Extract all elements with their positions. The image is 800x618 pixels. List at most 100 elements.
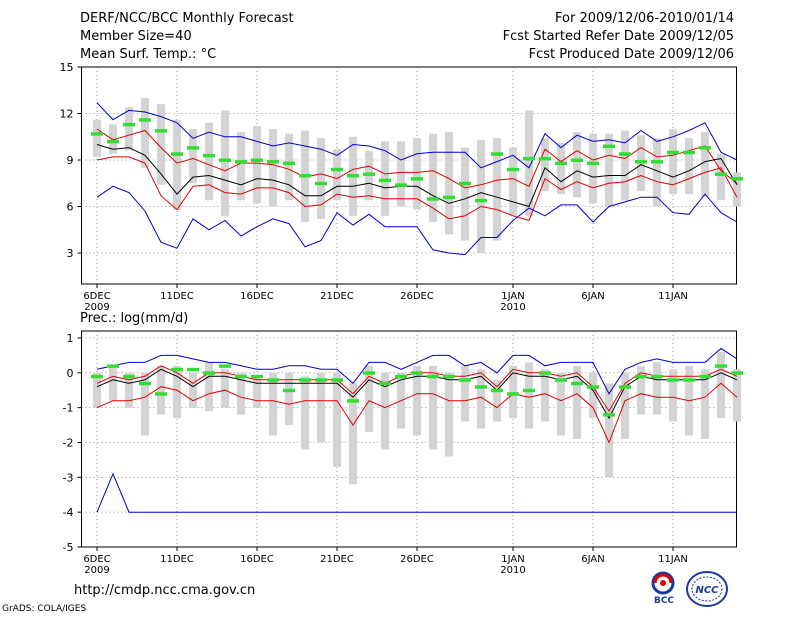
prec-box-10 xyxy=(253,376,261,408)
ncc-logo-text: NCC xyxy=(695,585,719,596)
prec-xtick-label-0: 6DEC xyxy=(83,554,110,565)
prec-obs-31 xyxy=(587,385,599,389)
prec-box-16 xyxy=(349,383,357,485)
temp-obs-19 xyxy=(395,183,407,187)
temp-line-max xyxy=(96,102,738,169)
prec-obs-36 xyxy=(667,378,679,382)
prec-box-1 xyxy=(109,365,117,401)
prec-box-22 xyxy=(445,372,453,457)
temp-box-28 xyxy=(541,138,549,191)
prec-obs-10 xyxy=(251,374,263,379)
temp-obs-4 xyxy=(155,129,167,133)
temp-xtick-label-1: 11DEC xyxy=(160,291,194,302)
temp-obs-13 xyxy=(299,174,311,178)
forecast-period: For 2009/12/06-2010/01/14 xyxy=(555,11,734,26)
prec-obs-34 xyxy=(635,374,647,379)
temp-box-15 xyxy=(333,149,341,201)
ncc-logo: NCC xyxy=(686,571,728,607)
prec-obs-13 xyxy=(299,378,311,382)
prec-ytick-label-5: 0 xyxy=(67,367,74,380)
temp-line-min xyxy=(96,185,738,256)
temp-obs-18 xyxy=(379,178,391,183)
temp-box-29 xyxy=(557,142,565,195)
temp-obs-39 xyxy=(715,172,727,176)
temp-obs-28 xyxy=(539,156,551,161)
prec-box-17 xyxy=(365,365,373,433)
temp-obs-7 xyxy=(203,153,215,158)
temp-box-2 xyxy=(125,107,133,151)
prec-obs-2 xyxy=(123,374,135,379)
temp-line-median xyxy=(96,144,738,208)
temp-ytick-label-4: 15 xyxy=(60,61,74,74)
temp-ytick-label-3: 12 xyxy=(60,108,74,121)
prec-box-4 xyxy=(157,365,165,415)
temp-obs-5 xyxy=(171,152,183,156)
temp-obs-22 xyxy=(443,195,455,200)
prec-box-2 xyxy=(125,372,133,408)
prec-box-8 xyxy=(221,369,229,408)
prec-obs-35 xyxy=(651,374,663,379)
temp-obs-14 xyxy=(315,181,327,186)
temp-obs-8 xyxy=(219,158,231,162)
prec-obs-21 xyxy=(427,374,439,379)
temp-obs-2 xyxy=(123,122,135,127)
prec-xtick-label-1: 11DEC xyxy=(160,554,194,565)
temp-obs-23 xyxy=(459,181,471,186)
temp-obs-33 xyxy=(619,152,631,156)
temp-box-11 xyxy=(269,129,277,207)
prec-xtick-sub-0: 2009 xyxy=(84,565,109,576)
prec-box-18 xyxy=(381,372,389,450)
bcc-logo-text: BCC xyxy=(654,596,674,606)
temp-obs-37 xyxy=(683,150,695,155)
prec-box-39 xyxy=(717,351,725,419)
prec-box-20 xyxy=(413,365,421,436)
temp-obs-36 xyxy=(667,150,679,155)
prec-line-max xyxy=(96,347,738,395)
temp-box-21 xyxy=(429,133,437,222)
temp-obs-25 xyxy=(491,152,503,156)
prec-xtick-sub-5: 2010 xyxy=(500,565,525,576)
prec-box-29 xyxy=(557,372,565,436)
temp-box-7 xyxy=(205,122,213,201)
temp-box-23 xyxy=(461,147,469,241)
prec-obs-3 xyxy=(139,381,151,386)
temp-box-38 xyxy=(701,132,709,198)
temp-box-25 xyxy=(493,138,501,241)
temp-obs-0 xyxy=(91,132,103,136)
prec-obs-29 xyxy=(555,378,567,382)
temp-ytick-label-1: 6 xyxy=(67,201,74,214)
temp-xtick-sub-0: 2009 xyxy=(84,302,109,313)
temp-obs-34 xyxy=(635,160,647,164)
temp-box-37 xyxy=(685,138,693,195)
prec-obs-22 xyxy=(443,374,455,379)
prec-box-30 xyxy=(573,365,581,439)
temp-obs-21 xyxy=(427,197,439,201)
temp-obs-32 xyxy=(603,144,615,149)
temp-obs-1 xyxy=(107,139,119,144)
prec-obs-18 xyxy=(379,381,391,386)
temp-box-0 xyxy=(93,119,101,157)
forecast-started-date: Fcst Started Refer Date 2009/12/05 xyxy=(502,29,734,44)
temp-xtick-label-7: 11JAN xyxy=(658,291,688,302)
temp-obs-3 xyxy=(139,118,151,122)
prec-box-38 xyxy=(701,369,709,439)
temp-box-3 xyxy=(141,98,149,168)
prec-frame xyxy=(81,330,737,548)
temp-obs-30 xyxy=(571,158,583,162)
temp-obs-26 xyxy=(507,167,519,172)
prec-box-11 xyxy=(269,372,277,436)
temp-box-22 xyxy=(445,132,453,235)
bcc-logo: BCC xyxy=(651,571,675,606)
prec-xtick-label-7: 11JAN xyxy=(658,554,688,565)
temp-box-32 xyxy=(605,133,613,207)
temp-box-8 xyxy=(221,110,229,216)
prec-obs-33 xyxy=(619,385,631,389)
temp-box-6 xyxy=(189,129,197,184)
prec-obs-28 xyxy=(539,371,551,375)
prec-box-12 xyxy=(285,372,293,426)
prec-obs-27 xyxy=(523,388,535,393)
temp-ytick-label-2: 9 xyxy=(67,154,74,167)
prec-obs-19 xyxy=(395,374,407,379)
